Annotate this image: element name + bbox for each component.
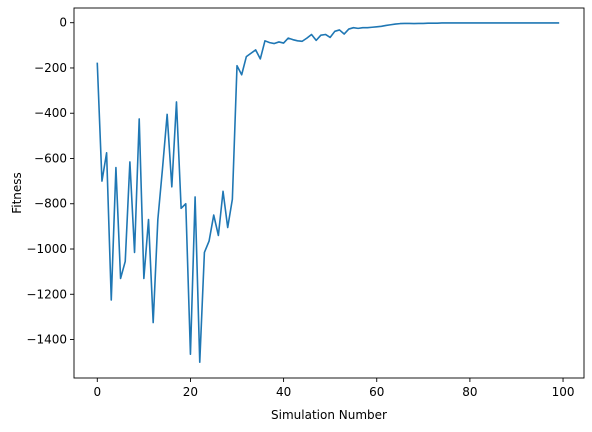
y-tick-label: −200 [34, 61, 67, 75]
plot-area [73, 7, 585, 379]
y-tick-label: 0 [59, 16, 67, 30]
plot-frame [73, 7, 585, 379]
x-tick-label: 20 [183, 385, 198, 399]
x-tick-label: 40 [276, 385, 291, 399]
x-tick-label: 0 [93, 385, 101, 399]
y-axis: 0 −200 −400 −600 −800 −1000 −1200 −1400 [26, 16, 74, 347]
y-tick-label: −800 [34, 197, 67, 211]
x-axis: 0 20 40 60 80 100 [93, 378, 574, 399]
x-tick-label: 80 [462, 385, 477, 399]
x-tick-label: 100 [552, 385, 575, 399]
y-tick-label: −600 [34, 151, 67, 165]
y-tick-label: −1000 [26, 242, 67, 256]
y-tick-label: −1200 [26, 287, 67, 301]
y-tick-label: −400 [34, 106, 67, 120]
series-line-0 [96, 22, 560, 363]
x-axis-label: Simulation Number [271, 408, 387, 422]
y-axis-label: Fitness [10, 172, 24, 214]
x-tick-label: 60 [369, 385, 384, 399]
y-tick-label: −1400 [26, 333, 67, 347]
